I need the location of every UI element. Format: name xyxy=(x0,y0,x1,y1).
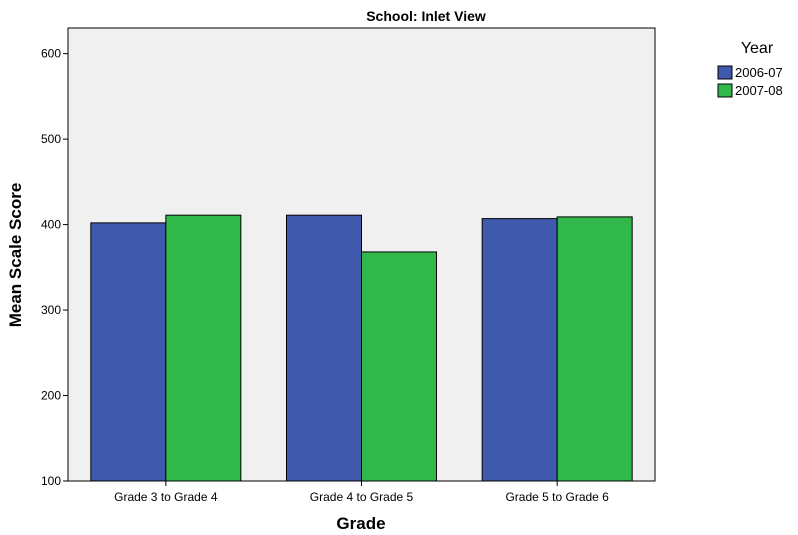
x-axis: Grade 3 to Grade 4 Grade 4 to Grade 5 Grad… xyxy=(114,481,609,504)
x-tick-label: Grade 4 to Grade 5 xyxy=(310,490,414,504)
y-axis: 100 200 300 400 500 600 xyxy=(41,47,68,488)
bar-2006-07-3 xyxy=(481,218,558,482)
y-tick-label: 200 xyxy=(41,389,61,403)
legend-swatch xyxy=(717,65,733,80)
legend-title: Year xyxy=(741,40,774,57)
chart-title: School: Inlet View xyxy=(366,8,486,24)
y-tick-label: 600 xyxy=(41,47,61,61)
y-axis-label: Mean Scale Score xyxy=(6,183,25,328)
x-tick-label: Grade 3 to Grade 4 xyxy=(114,490,218,504)
legend-entry: 2006-07 xyxy=(735,65,783,80)
legend: Year 2006-07 2007-08 xyxy=(717,40,783,98)
y-tick-label: 500 xyxy=(41,132,61,146)
legend-entry: 2007-08 xyxy=(735,83,783,98)
bar-2007-08-1 xyxy=(165,214,242,482)
legend-swatch xyxy=(717,83,733,98)
bar-2006-07-2 xyxy=(286,214,362,482)
bars xyxy=(90,214,633,482)
y-tick-label: 300 xyxy=(41,303,61,317)
bar-2006-07-1 xyxy=(90,222,167,482)
x-tick-label: Grade 5 to Grade 6 xyxy=(505,490,609,504)
bar-2007-08-3 xyxy=(556,216,633,482)
bar-2007-08-2 xyxy=(361,251,437,482)
y-tick-label: 100 xyxy=(41,474,61,488)
y-tick-label: 400 xyxy=(41,218,61,232)
x-axis-label: Grade xyxy=(336,514,385,533)
